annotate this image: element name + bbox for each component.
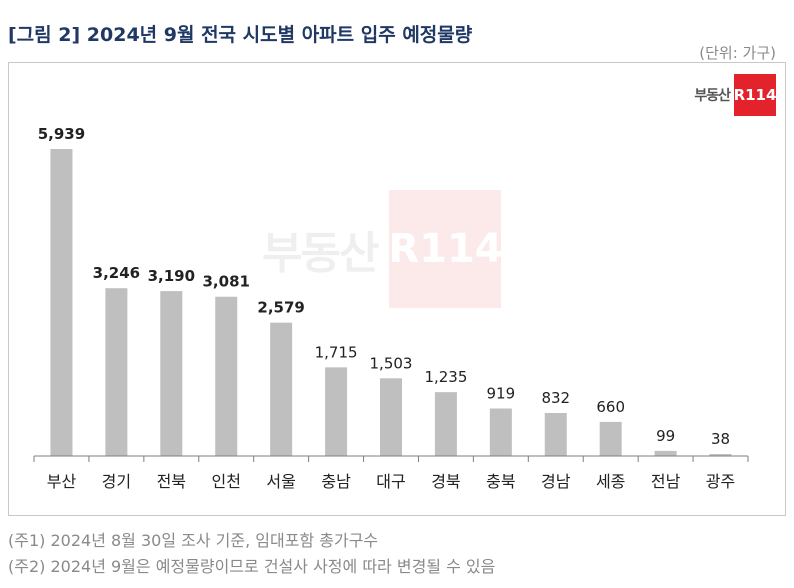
x-tick-label-9: 경남 <box>541 472 571 491</box>
footnotes: (주1) 2024년 8월 30일 조사 기준, 임대포함 총가구수 (주2) … <box>8 528 495 580</box>
data-label-8: 919 <box>487 384 516 402</box>
x-tick-label-4: 서울 <box>266 472 295 491</box>
brand-logo: 부동산 R114 <box>694 74 776 116</box>
bar-0 <box>50 148 73 456</box>
footnote-2: (주2) 2024년 9월은 예정물량이므로 건설사 사정에 따라 변경될 수 … <box>8 557 496 576</box>
x-tick-label-12: 광주 <box>706 472 735 491</box>
bar-1 <box>105 288 128 456</box>
bar-10 <box>599 421 622 456</box>
bar-3 <box>215 296 238 456</box>
footnote-1: (주1) 2024년 8월 30일 조사 기준, 임대포함 총가구수 <box>8 531 379 550</box>
bar-6 <box>380 378 402 456</box>
data-label-11: 99 <box>656 427 675 445</box>
x-tick-label-1: 경기 <box>102 472 131 491</box>
x-tick-label-0: 부산 <box>47 472 77 491</box>
data-label-1: 3,246 <box>93 264 140 282</box>
watermark-text: 부동산 <box>262 228 379 279</box>
data-label-10: 660 <box>596 398 625 416</box>
bar-2 <box>160 291 183 456</box>
data-label-5: 1,715 <box>315 343 358 361</box>
bar-4 <box>270 322 293 456</box>
data-label-4: 2,579 <box>257 299 304 317</box>
data-label-12: 38 <box>711 430 730 448</box>
x-tick-label-8: 충북 <box>486 472 515 491</box>
data-label-3: 3,081 <box>203 273 250 291</box>
x-tick-label-2: 전북 <box>157 472 186 491</box>
bar-7 <box>434 392 457 456</box>
logo-mark: R114 <box>734 74 776 116</box>
data-label-6: 1,503 <box>370 354 413 372</box>
x-tick-label-11: 전남 <box>651 472 681 491</box>
unit-label: (단위: 가구) <box>699 44 776 62</box>
x-tick-label-7: 경북 <box>431 472 460 491</box>
bar-9 <box>544 412 567 456</box>
data-label-2: 3,190 <box>148 267 195 285</box>
data-label-7: 1,235 <box>424 368 467 386</box>
logo-text: 부동산 <box>694 88 731 104</box>
x-tick-label-10: 세종 <box>596 472 625 491</box>
figure-title: [그림 2] 2024년 9월 전국 시도별 아파트 입주 예정물량 <box>8 24 473 46</box>
x-tick-label-6: 대구 <box>376 472 405 491</box>
watermark-mark: R114 <box>388 190 503 308</box>
x-tick-label-3: 인천 <box>212 472 241 491</box>
bar-12 <box>709 454 732 456</box>
data-label-9: 832 <box>541 389 570 407</box>
bar-8 <box>489 408 512 456</box>
bar-5 <box>325 367 348 456</box>
x-tick-label-5: 충남 <box>321 472 351 491</box>
data-label-0: 5,939 <box>38 125 85 143</box>
watermark: 부동산 R114 <box>262 190 503 308</box>
bar-11 <box>654 450 677 456</box>
